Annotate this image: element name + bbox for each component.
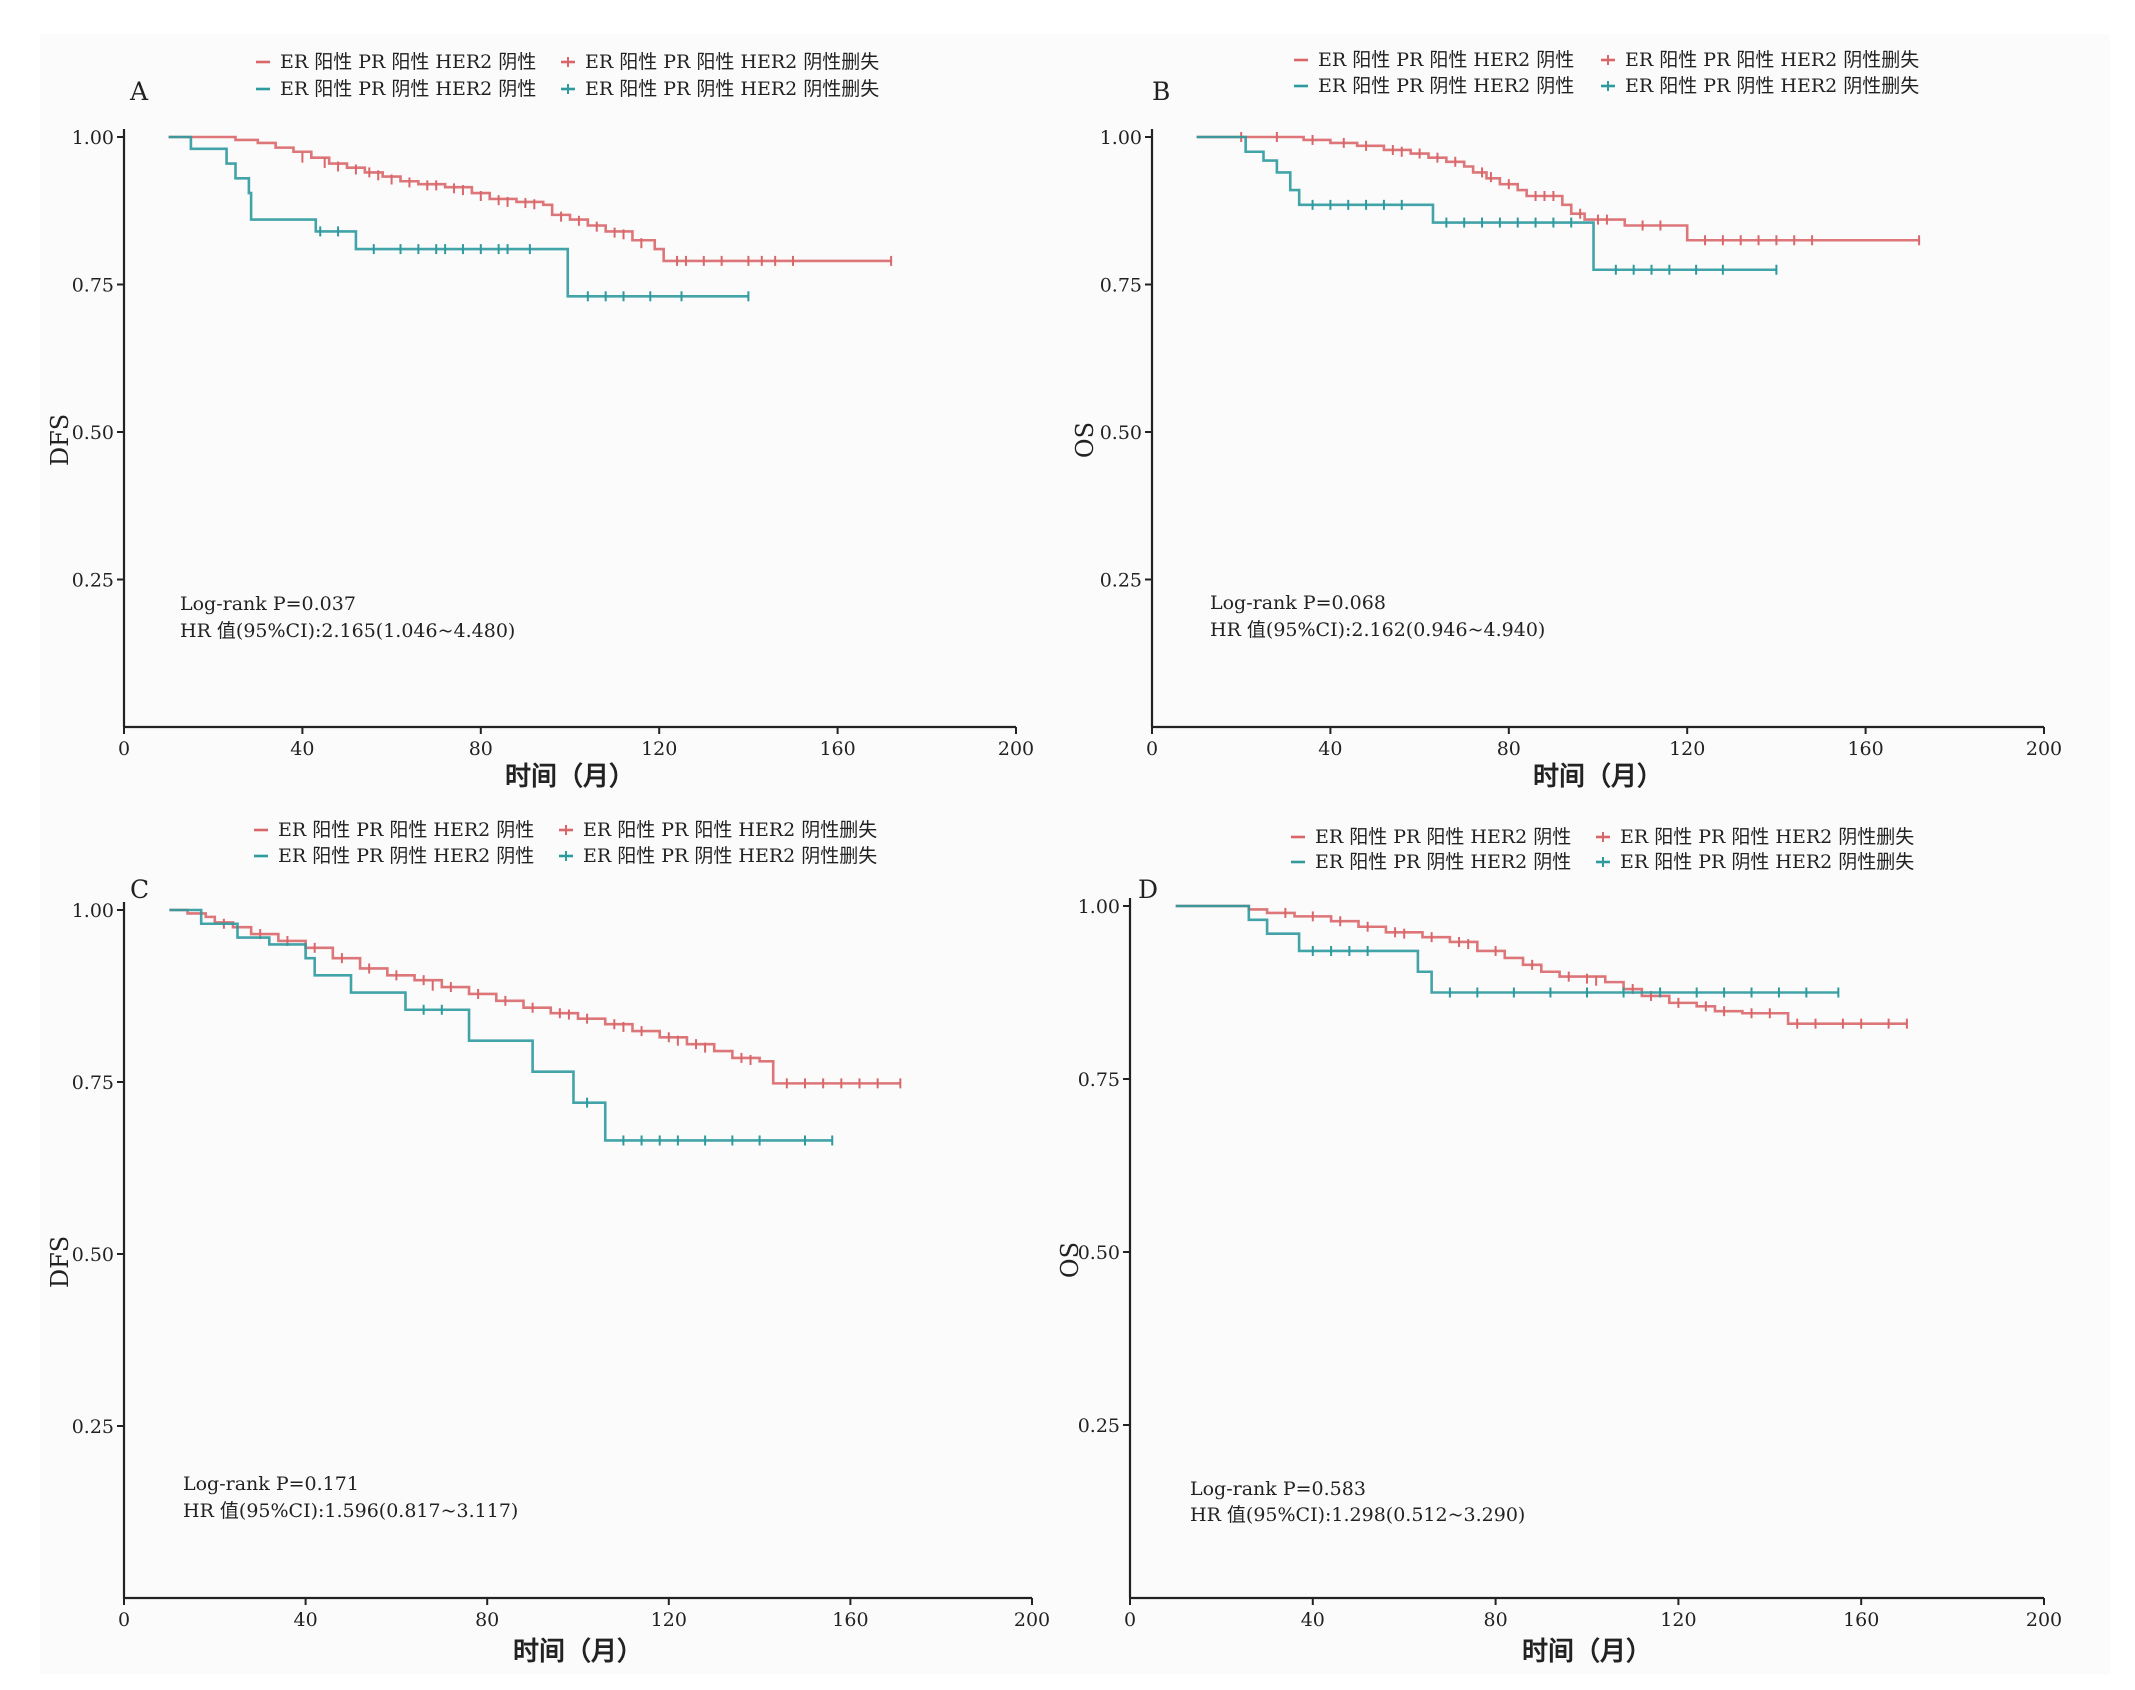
legend-entry: ER 阳性 PR 阴性 HER2 阴性删失 bbox=[583, 845, 877, 867]
x-tick-label: 200 bbox=[1014, 1609, 1050, 1631]
y-tick-label: 0.50 bbox=[72, 1244, 114, 1266]
hazard-ratio-annotation: HR 值(95%CI):1.596(0.817~3.117) bbox=[183, 1500, 518, 1522]
x-tick-label: 200 bbox=[2026, 738, 2062, 760]
x-tick-label: 160 bbox=[1847, 738, 1883, 760]
legend-entry: ER 阳性 PR 阳性 HER2 阴性 bbox=[278, 819, 534, 841]
x-tick-label: 0 bbox=[1146, 738, 1158, 760]
legend-entry: ER 阳性 PR 阴性 HER2 阴性删失 bbox=[1625, 75, 1919, 97]
y-tick-label: 1.00 bbox=[72, 900, 114, 922]
y-tick-label: 0.25 bbox=[1078, 1415, 1120, 1437]
legend-entry: ER 阳性 PR 阳性 HER2 阴性删失 bbox=[1625, 49, 1919, 71]
y-axis-label: OS bbox=[1071, 422, 1099, 458]
x-tick-label: 120 bbox=[1660, 1609, 1696, 1631]
x-tick-label: 120 bbox=[651, 1609, 687, 1631]
figure: A 0 40 80 120 160 200 0.25 0.50 0.75 1.00 DFS 时间（月） E… bbox=[0, 0, 2135, 1686]
x-tick-label: 160 bbox=[832, 1609, 868, 1631]
y-tick-label: 1.00 bbox=[1078, 896, 1120, 918]
x-axis-label: 时间（月） bbox=[1533, 762, 1663, 792]
x-tick-label: 200 bbox=[2026, 1609, 2062, 1631]
legend-entry: ER 阳性 PR 阴性 HER2 阴性 bbox=[278, 845, 534, 867]
x-tick-label: 120 bbox=[641, 738, 677, 760]
legend-entry: ER 阳性 PR 阴性 HER2 阴性删失 bbox=[585, 78, 879, 100]
x-tick-label: 80 bbox=[1484, 1609, 1508, 1631]
panel-label: C bbox=[130, 875, 149, 904]
x-tick-label: 80 bbox=[475, 1609, 499, 1631]
legend-entry: ER 阳性 PR 阳性 HER2 阴性 bbox=[1318, 49, 1574, 71]
y-tick-label: 0.50 bbox=[1078, 1242, 1120, 1264]
y-tick-label: 1.00 bbox=[1100, 127, 1142, 149]
x-tick-label: 40 bbox=[1301, 1609, 1325, 1631]
y-tick-label: 0.75 bbox=[72, 275, 114, 297]
y-tick-label: 0.25 bbox=[1100, 570, 1142, 592]
logrank-annotation: Log-rank P=0.037 bbox=[180, 593, 356, 615]
legend-entry: ER 阳性 PR 阳性 HER2 阴性删失 bbox=[1620, 826, 1914, 848]
hazard-ratio-annotation: HR 值(95%CI):2.165(1.046~4.480) bbox=[180, 620, 515, 642]
y-tick-label: 0.50 bbox=[1100, 422, 1142, 444]
x-tick-label: 0 bbox=[1124, 1609, 1136, 1631]
hazard-ratio-annotation: HR 值(95%CI):2.162(0.946~4.940) bbox=[1210, 619, 1545, 641]
logrank-annotation: Log-rank P=0.068 bbox=[1210, 592, 1386, 614]
x-tick-label: 160 bbox=[1843, 1609, 1879, 1631]
y-axis-label: OS bbox=[1056, 1242, 1084, 1278]
y-tick-label: 0.50 bbox=[72, 422, 114, 444]
logrank-annotation: Log-rank P=0.583 bbox=[1190, 1478, 1366, 1500]
x-axis-label: 时间（月） bbox=[1522, 1637, 1652, 1667]
y-tick-label: 0.75 bbox=[1078, 1069, 1120, 1091]
y-tick-label: 0.25 bbox=[72, 570, 114, 592]
km-figure-svg: A 0 40 80 120 160 200 0.25 0.50 0.75 1.00 DFS 时间（月） E… bbox=[0, 0, 2135, 1686]
hazard-ratio-annotation: HR 值(95%CI):1.298(0.512~3.290) bbox=[1190, 1504, 1525, 1526]
legend-entry: ER 阳性 PR 阳性 HER2 阴性 bbox=[1315, 826, 1571, 848]
x-tick-label: 40 bbox=[294, 1609, 318, 1631]
x-tick-label: 0 bbox=[118, 738, 130, 760]
legend-entry: ER 阳性 PR 阳性 HER2 阴性删失 bbox=[585, 51, 879, 73]
y-tick-label: 1.00 bbox=[72, 127, 114, 149]
x-tick-label: 0 bbox=[118, 1609, 130, 1631]
y-axis-label: DFS bbox=[46, 414, 74, 466]
y-tick-label: 0.75 bbox=[72, 1072, 114, 1094]
panel-label: A bbox=[129, 77, 149, 106]
logrank-annotation: Log-rank P=0.171 bbox=[183, 1473, 359, 1495]
legend-entry: ER 阳性 PR 阴性 HER2 阴性 bbox=[1318, 75, 1574, 97]
x-tick-label: 40 bbox=[1318, 738, 1342, 760]
x-tick-label: 120 bbox=[1669, 738, 1705, 760]
legend-entry: ER 阳性 PR 阳性 HER2 阴性删失 bbox=[583, 819, 877, 841]
x-tick-label: 200 bbox=[998, 738, 1034, 760]
x-axis-label: 时间（月） bbox=[513, 1637, 643, 1667]
x-tick-label: 80 bbox=[469, 738, 493, 760]
legend-entry: ER 阳性 PR 阳性 HER2 阴性 bbox=[280, 51, 536, 73]
y-tick-label: 0.75 bbox=[1100, 275, 1142, 297]
legend-entry: ER 阳性 PR 阴性 HER2 阴性 bbox=[1315, 851, 1571, 873]
panel-label: B bbox=[1152, 77, 1170, 106]
x-tick-label: 80 bbox=[1497, 738, 1521, 760]
y-axis-label: DFS bbox=[46, 1236, 74, 1288]
legend-entry: ER 阳性 PR 阴性 HER2 阴性删失 bbox=[1620, 851, 1914, 873]
x-tick-label: 160 bbox=[819, 738, 855, 760]
y-tick-label: 0.25 bbox=[72, 1416, 114, 1438]
x-tick-label: 40 bbox=[290, 738, 314, 760]
panel-label: D bbox=[1138, 875, 1158, 904]
x-axis-label: 时间（月） bbox=[505, 762, 635, 792]
legend-entry: ER 阳性 PR 阴性 HER2 阴性 bbox=[280, 78, 536, 100]
